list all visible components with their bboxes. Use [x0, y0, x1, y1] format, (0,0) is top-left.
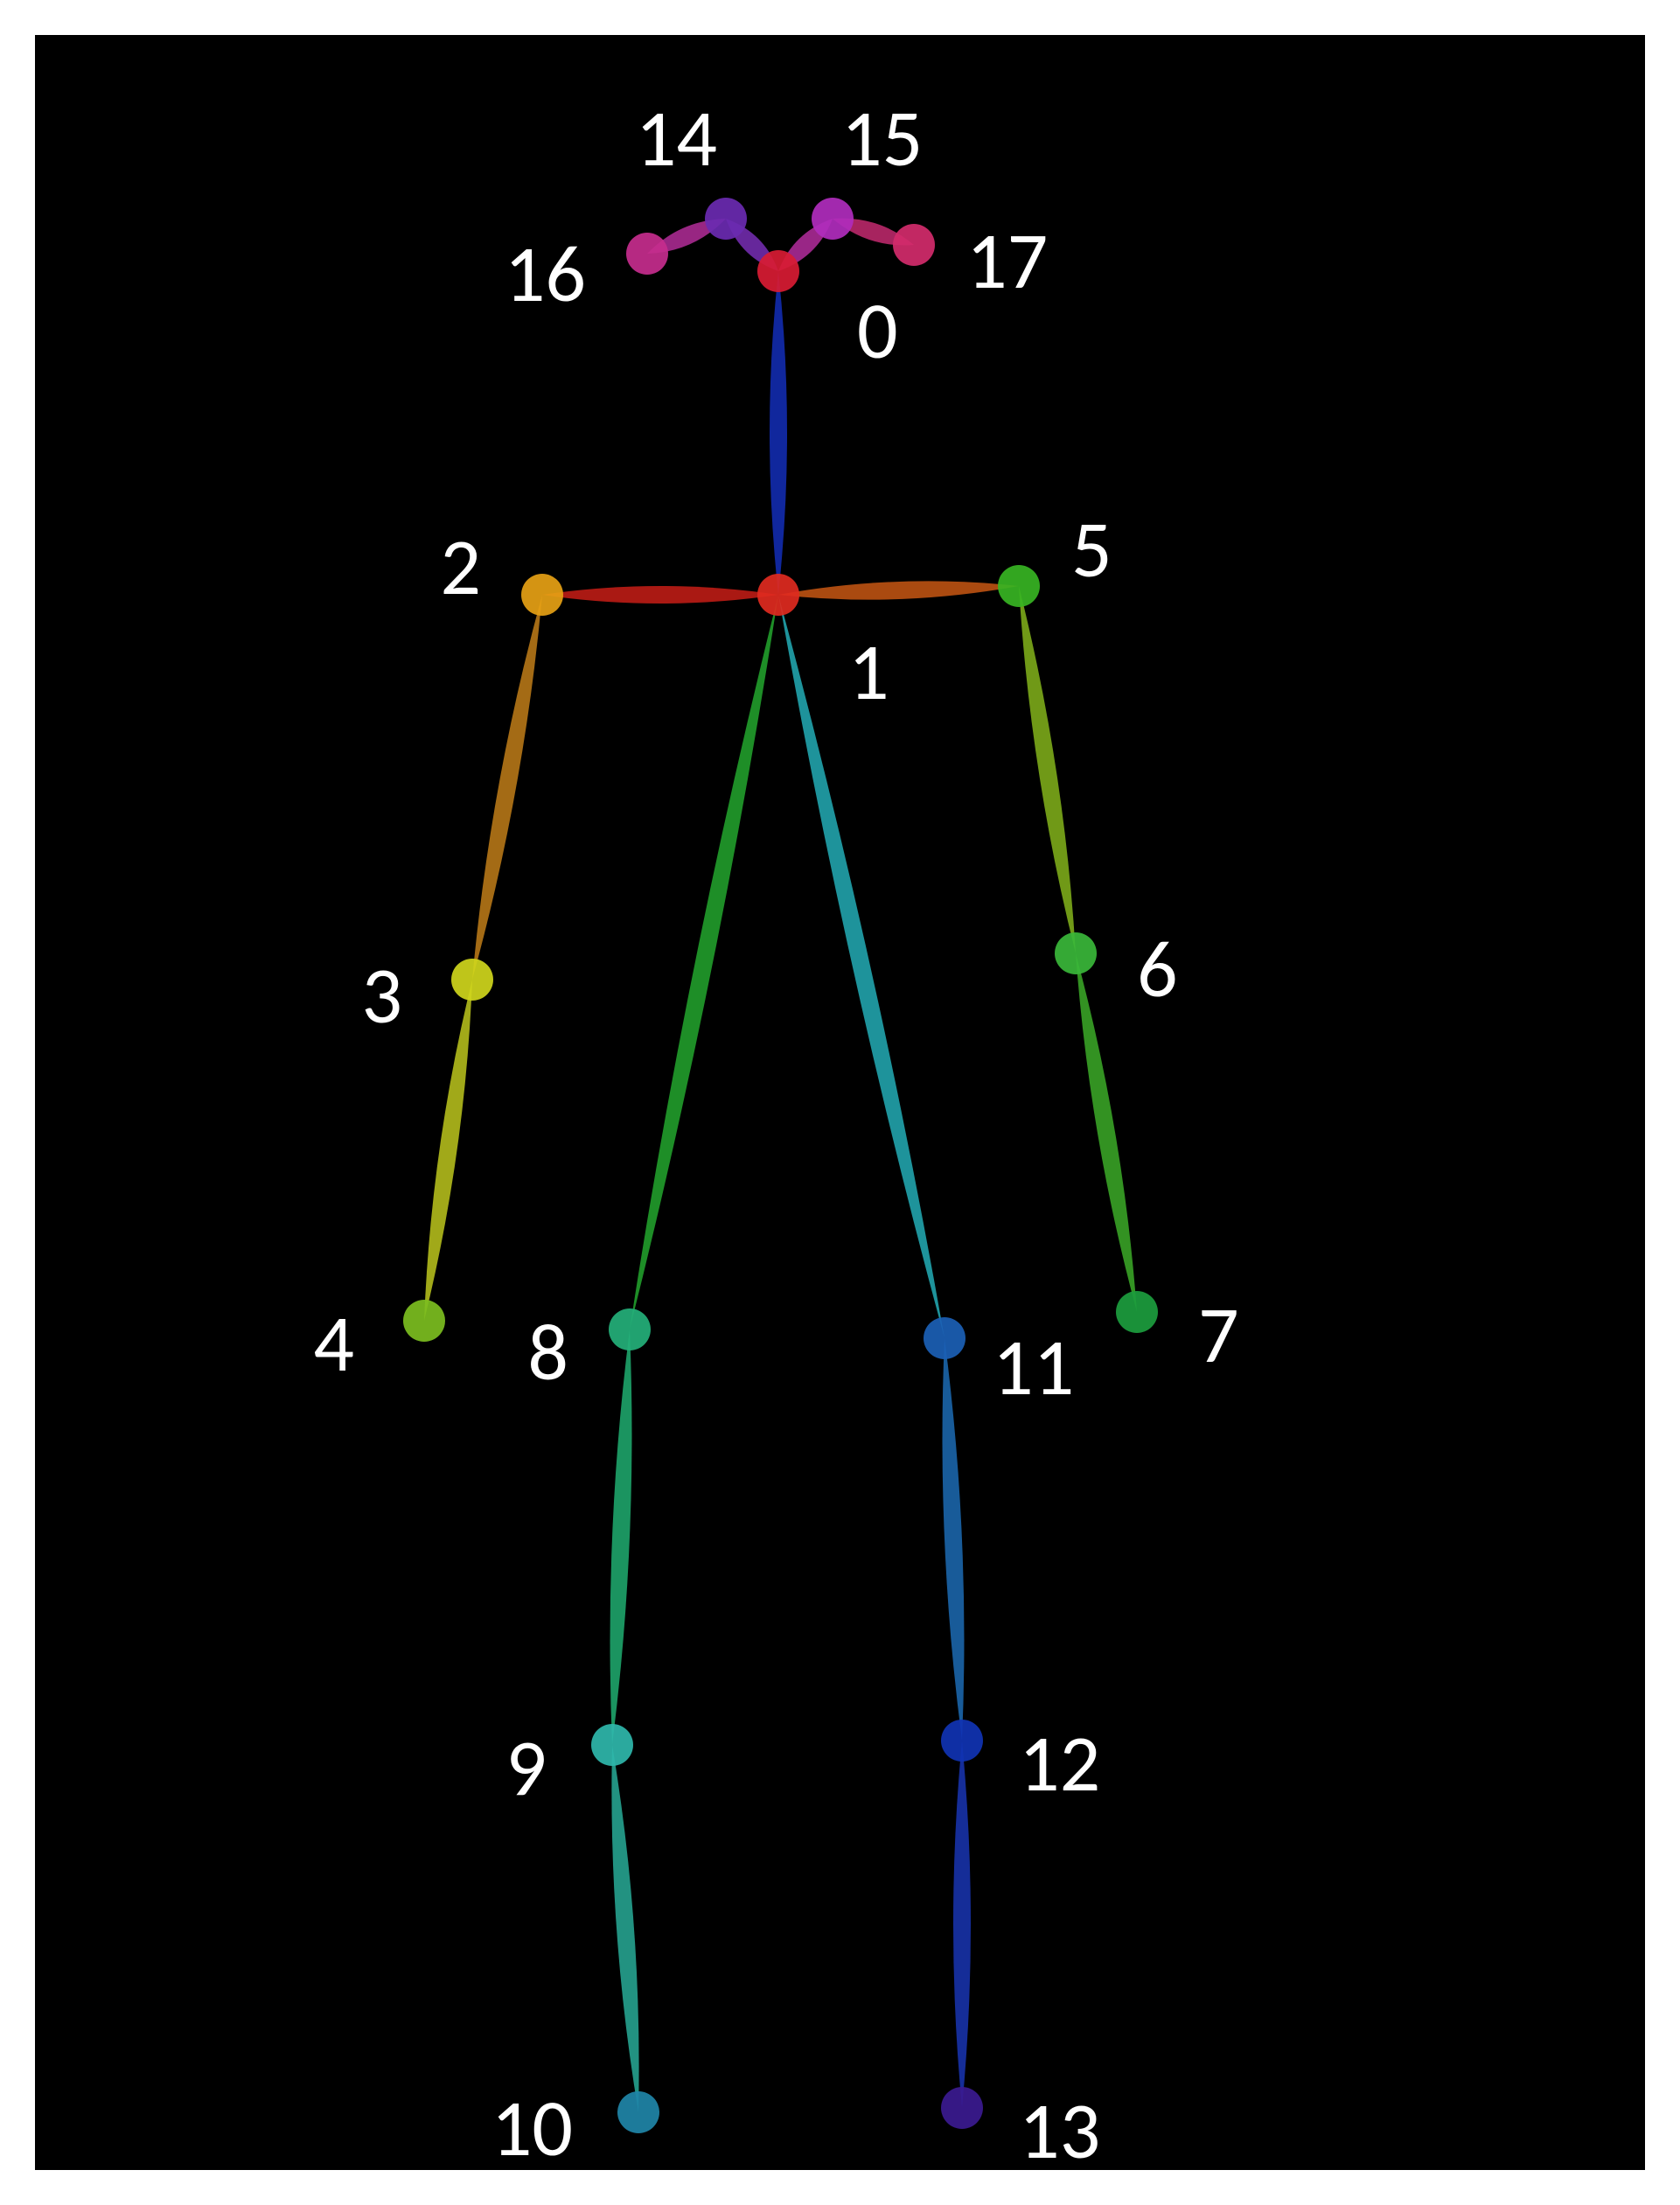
joint-15 — [812, 198, 854, 240]
bone-6-7 — [1076, 953, 1137, 1312]
bones-group — [424, 219, 1137, 2112]
joint-label-6: 6 — [1137, 929, 1178, 1009]
joint-4 — [403, 1300, 445, 1342]
bone-9-10 — [611, 1745, 638, 2112]
bone-1-8 — [630, 595, 778, 1329]
joint-16 — [626, 233, 668, 275]
joint-label-1: 1 — [848, 631, 889, 712]
joint-label-0: 0 — [857, 290, 898, 371]
joint-label-7: 7 — [1198, 1294, 1239, 1375]
joint-label-10: 10 — [491, 2088, 573, 2168]
joint-10 — [617, 2091, 659, 2133]
joint-label-11: 11 — [993, 1327, 1074, 1407]
joint-label-3: 3 — [361, 955, 402, 1036]
joint-2 — [521, 574, 563, 616]
bone-5-6 — [1019, 586, 1076, 953]
bone-8-9 — [610, 1329, 632, 1745]
bone-0-1 — [770, 271, 787, 595]
bone-11-12 — [943, 1338, 965, 1741]
joint-3 — [451, 959, 493, 1001]
bone-3-4 — [424, 980, 472, 1321]
joint-label-8: 8 — [527, 1312, 568, 1392]
joint-14 — [705, 198, 747, 240]
pose-skeleton-svg — [0, 0, 1680, 2205]
joint-13 — [941, 2087, 983, 2129]
joint-0 — [757, 250, 799, 292]
joint-label-15: 15 — [841, 98, 923, 178]
joint-12 — [941, 1720, 983, 1762]
joint-label-14: 14 — [636, 98, 717, 178]
joint-5 — [998, 565, 1040, 607]
joint-9 — [591, 1724, 633, 1766]
joint-label-13: 13 — [1019, 2090, 1100, 2171]
bone-2-3 — [472, 595, 542, 980]
joint-8 — [609, 1308, 651, 1350]
joint-label-16: 16 — [505, 234, 586, 314]
bone-1-2 — [542, 586, 778, 604]
joint-label-17: 17 — [966, 220, 1048, 301]
joint-label-9: 9 — [505, 1727, 547, 1808]
joint-11 — [924, 1317, 965, 1359]
joint-7 — [1116, 1291, 1158, 1333]
joint-label-12: 12 — [1019, 1723, 1100, 1804]
joint-1 — [757, 574, 799, 616]
joint-label-5: 5 — [1071, 509, 1112, 590]
joint-6 — [1055, 932, 1097, 974]
joint-label-4: 4 — [313, 1303, 354, 1384]
bone-1-5 — [778, 581, 1019, 599]
bone-12-13 — [953, 1741, 971, 2108]
joint-label-2: 2 — [440, 527, 481, 607]
joint-17 — [893, 224, 935, 266]
